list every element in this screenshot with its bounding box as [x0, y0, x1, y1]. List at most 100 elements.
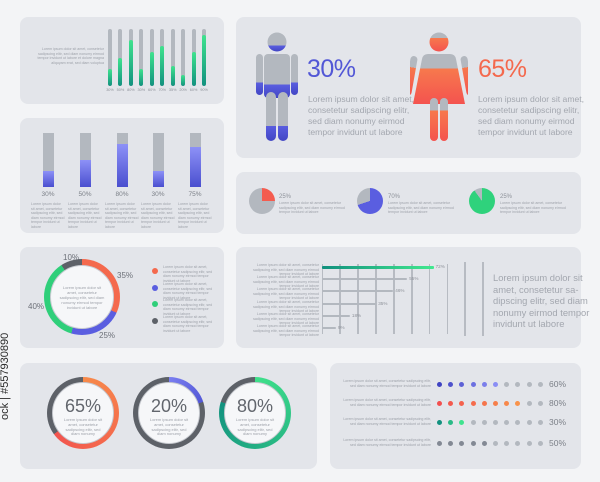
- green-bar: [149, 29, 154, 86]
- dot-empty: [470, 419, 476, 425]
- blue-bar: [79, 133, 91, 187]
- dot-filled: [470, 400, 476, 406]
- blue-bar-description: Lorem ipsum dolor sit amet, consetetur s…: [178, 202, 212, 229]
- ring-description: Lorem ipsum dolor sit amet, consetetur s…: [149, 417, 189, 437]
- divider-line: [464, 262, 466, 336]
- description-line: consetetur sadipscing elitr,: [308, 105, 410, 115]
- grid-line: [411, 264, 413, 334]
- dot-empty: [526, 400, 532, 406]
- blue-bar-fill: [42, 170, 54, 187]
- legend-text: Lorem ipsum dolor sit amet, consetetur s…: [163, 282, 213, 300]
- description-line: tempor invidunt ut labore: [478, 127, 573, 137]
- dot-row-percent: 80%: [549, 398, 567, 408]
- male-percent: 30%: [307, 55, 356, 83]
- dot-empty: [537, 440, 543, 446]
- legend-dot-icon: [152, 301, 158, 307]
- pie-description: Lorem ipsum dolor sit amet, consetetur s…: [279, 201, 345, 215]
- green-bar-label: 70%: [158, 88, 167, 92]
- pie-description: Lorem ipsum dolor sit amet, consetetur s…: [500, 201, 566, 215]
- green-bar: [181, 29, 186, 86]
- blue-bar: [152, 133, 164, 187]
- description-line: sed diam nonumy eirmod: [478, 116, 575, 126]
- dot-row-percent: 60%: [549, 379, 567, 389]
- dot-filled: [481, 400, 487, 406]
- donut-label: 25%: [99, 331, 116, 340]
- panel-pies: [236, 172, 581, 234]
- blue-bar-label: 50%: [78, 191, 92, 198]
- dot-filled: [437, 419, 442, 425]
- blue-bar-description: Lorem ipsum dolor sit amet, consetetur s…: [105, 202, 139, 229]
- pie-label: 25%: [279, 194, 292, 200]
- green-bars-description: Lorem ipsum dolor sit amet, consetetur s…: [37, 47, 104, 65]
- ring-center: 65% Lorem ipsum dolor sit amet, consetetu…: [52, 382, 114, 444]
- blue-bar-description: Lorem ipsum dolor sit amet, consetetur s…: [141, 202, 175, 229]
- dot-row-percent: 50%: [549, 438, 567, 448]
- male-person-icon: [256, 32, 298, 141]
- donut-center: [50, 265, 114, 329]
- green-bar: [139, 29, 144, 86]
- dot-filled: [437, 440, 442, 446]
- green-bar-label: 20%: [179, 88, 187, 92]
- dot-filled: [448, 381, 454, 387]
- hbar-row-label: Lorem ipsum dolor sit amet, consetetur s…: [253, 275, 319, 289]
- female-person-icon: [410, 32, 468, 141]
- description-line: Lorem ipsum dolor sit amet,: [478, 94, 585, 104]
- green-bar-fill: [191, 51, 196, 86]
- dot-empty: [515, 419, 521, 425]
- hbar-row-label: Lorem ipsum dolor sit amet, consetetur s…: [253, 263, 319, 277]
- dot-filled: [448, 440, 454, 446]
- hbar: [322, 315, 350, 317]
- blue-bar: [189, 133, 201, 187]
- green-bar: [108, 29, 112, 86]
- pie-label: 70%: [388, 194, 401, 200]
- blue-bar-label: 75%: [188, 191, 202, 198]
- green-bar-fill: [128, 40, 133, 86]
- pie-label: 25%: [500, 194, 513, 200]
- pie-chart: [357, 188, 383, 214]
- dot-filled: [481, 440, 487, 446]
- donut-label: 40%: [28, 302, 45, 311]
- grid-line: [393, 264, 395, 334]
- hbar-label: 9%: [337, 325, 345, 330]
- green-bar-chart: 30% 50% 80% 30% 60% 70% 35% 20% 60% 90%: [106, 29, 208, 95]
- grid-line: [357, 264, 359, 334]
- blue-bar-label: 30%: [151, 191, 165, 198]
- hbar: [322, 327, 336, 329]
- hbar-label: 46%: [395, 288, 405, 293]
- hbar-label: 72%: [435, 264, 445, 269]
- dot-filled: [470, 381, 476, 387]
- grid-line: [375, 264, 377, 334]
- grid-line: [428, 264, 431, 334]
- dot-filled: [448, 419, 454, 425]
- hbar: [322, 278, 408, 280]
- dot-row-label: Lorem ipsum dolor sit amet, consetetur s…: [343, 417, 431, 426]
- green-bar-label: 30%: [106, 88, 114, 92]
- green-bar-fill: [202, 34, 207, 86]
- description-line: tempor invidunt ut labore: [308, 127, 403, 137]
- green-bar-fill: [108, 68, 112, 86]
- green-bar-fill: [170, 66, 175, 86]
- green-bar-fill: [139, 68, 144, 86]
- dot-empty: [515, 440, 521, 446]
- blue-bar-fill: [116, 143, 128, 187]
- description-line: nonumy eirmod tempor: [493, 306, 590, 318]
- grid-line: [339, 264, 341, 334]
- dot-filled: [481, 381, 487, 387]
- green-bar-label: 30%: [137, 88, 146, 92]
- divider-line: [482, 262, 484, 336]
- pie-description: Lorem ipsum dolor sit amet, consetetur s…: [388, 201, 454, 215]
- dot-filled: [470, 440, 476, 446]
- dot-empty: [526, 419, 532, 425]
- green-bar-label: 50%: [116, 88, 125, 92]
- ring-description: Lorem ipsum dolor sit amet, consetetur s…: [63, 417, 103, 437]
- dot-filled: [504, 400, 510, 406]
- hbar: [322, 303, 377, 305]
- hbar-label: 18%: [351, 313, 362, 318]
- green-bar-label: 60%: [189, 88, 198, 92]
- progress-ring: 65% Lorem ipsum dolor sit amet, consetetu…: [47, 377, 119, 449]
- legend-dot-icon: [152, 285, 158, 291]
- dot-empty: [526, 440, 532, 446]
- green-bar-label: 60%: [147, 88, 156, 92]
- blue-bar-fill: [79, 160, 91, 187]
- grid-line: [321, 264, 324, 334]
